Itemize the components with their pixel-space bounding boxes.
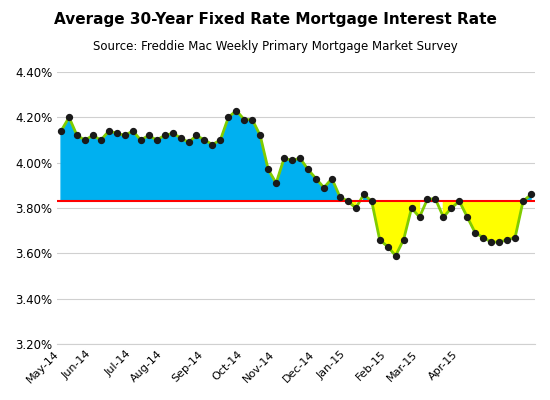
Point — [431, 196, 440, 202]
Point — [455, 198, 464, 204]
Point — [160, 132, 169, 139]
Point — [367, 198, 376, 204]
Point — [96, 137, 105, 143]
Point — [359, 191, 368, 198]
Point — [407, 205, 416, 211]
Point — [343, 198, 352, 204]
Point — [288, 157, 296, 164]
Point — [192, 132, 201, 139]
Point — [327, 175, 336, 182]
Point — [208, 141, 217, 148]
Point — [65, 114, 74, 120]
Point — [526, 191, 535, 198]
Point — [224, 114, 233, 120]
Point — [447, 205, 456, 211]
Point — [415, 214, 424, 220]
Point — [232, 107, 241, 114]
Point — [311, 175, 320, 182]
Point — [240, 116, 249, 123]
Point — [423, 196, 432, 202]
Point — [89, 132, 97, 139]
Point — [304, 166, 312, 173]
Point — [399, 236, 408, 243]
Point — [495, 239, 504, 245]
Point — [81, 137, 90, 143]
Point — [479, 234, 488, 241]
Point — [176, 134, 185, 141]
Point — [73, 132, 81, 139]
Point — [120, 132, 129, 139]
Point — [439, 214, 448, 220]
Point — [471, 230, 480, 236]
Point — [184, 139, 193, 146]
Point — [463, 214, 472, 220]
Point — [216, 137, 225, 143]
Point — [200, 137, 209, 143]
Point — [136, 137, 145, 143]
Point — [519, 198, 527, 204]
Point — [320, 184, 328, 191]
Point — [168, 130, 177, 136]
Point — [256, 132, 265, 139]
Point — [272, 180, 280, 186]
Point — [57, 128, 65, 134]
Point — [511, 234, 520, 241]
Point — [152, 137, 161, 143]
Point — [383, 243, 392, 250]
Text: Source: Freddie Mac Weekly Primary Mortgage Market Survey: Source: Freddie Mac Weekly Primary Mortg… — [92, 40, 458, 53]
Point — [104, 128, 113, 134]
Point — [336, 194, 344, 200]
Point — [296, 155, 305, 161]
Point — [264, 166, 273, 173]
Point — [391, 252, 400, 259]
Point — [112, 130, 121, 136]
Point — [487, 239, 496, 245]
Point — [375, 236, 384, 243]
Point — [280, 155, 289, 161]
Point — [248, 116, 257, 123]
Text: Average 30-Year Fixed Rate Mortgage Interest Rate: Average 30-Year Fixed Rate Mortgage Inte… — [53, 12, 497, 27]
Point — [128, 128, 137, 134]
Point — [351, 205, 360, 211]
Point — [503, 236, 512, 243]
Point — [144, 132, 153, 139]
